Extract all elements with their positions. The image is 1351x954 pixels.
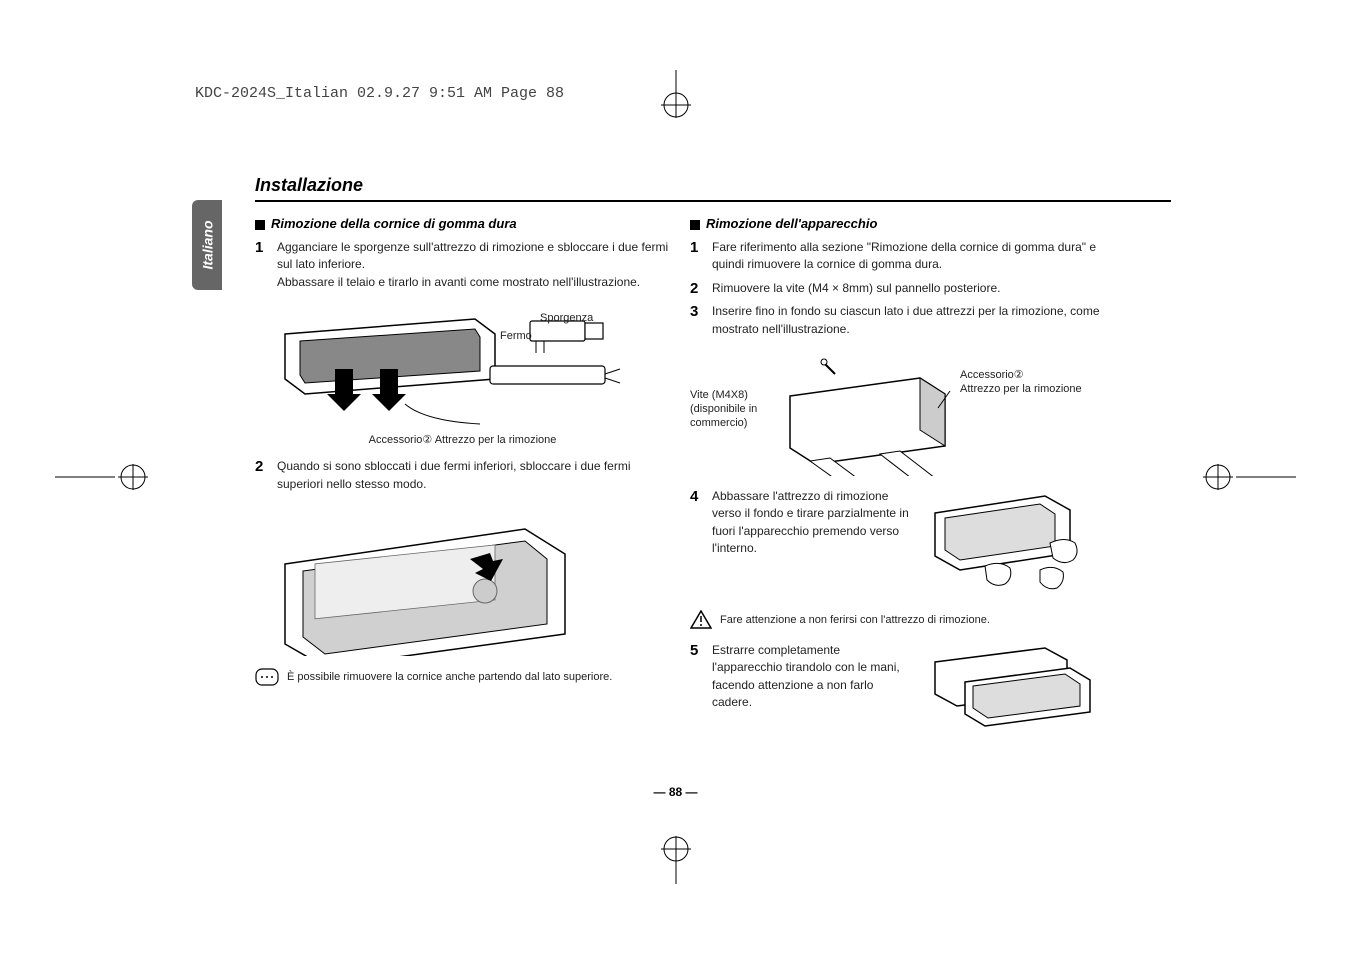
svg-text:Fermo: Fermo: [500, 330, 532, 342]
crop-mark-right: [1196, 452, 1296, 502]
right-step-4: 4 Abbassare l'attrezzo di rimozione vers…: [690, 488, 1105, 598]
accessory-caption: Accessorio② Attrezzo per la rimozione: [255, 433, 670, 446]
warning-text: Fare attenzione a non ferirsi con l'attr…: [720, 614, 990, 626]
crop-mark-left: [55, 452, 155, 502]
right-subsection-title: Rimozione dell'apparecchio: [690, 216, 1105, 231]
page-header: KDC-2024S_Italian 02.9.27 9:51 AM Page 8…: [195, 85, 564, 102]
note-text: È possibile rimuovere la cornice anche p…: [287, 671, 612, 683]
left-column: Rimozione della cornice di gomma dura 1 …: [255, 216, 670, 737]
crop-mark-top: [636, 70, 716, 120]
warning-icon: [690, 610, 712, 630]
right-step-1: 1 Fare riferimento alla sezione "Rimozio…: [690, 239, 1105, 274]
language-tab: Italiano: [192, 200, 222, 290]
section-title: Installazione: [255, 175, 1171, 202]
illustration-frame-removal-2: [255, 501, 670, 656]
svg-text:Vite (M4X8): Vite (M4X8): [690, 389, 748, 401]
right-step-3: 3 Inserire fino in fondo su ciascun lato…: [690, 303, 1105, 338]
columns: Rimozione della cornice di gomma dura 1 …: [255, 216, 1171, 737]
right-step-5: 5 Estrarre completamente l'apparecchio t…: [690, 642, 1105, 737]
note-row: È possibile rimuovere la cornice anche p…: [255, 668, 670, 686]
svg-text:commercio): commercio): [690, 417, 747, 429]
svg-text:(disponibile in: (disponibile in: [690, 403, 757, 415]
svg-text:Sporgenza: Sporgenza: [540, 312, 594, 324]
note-icon: [255, 668, 279, 686]
page-number: — 88 —: [653, 785, 697, 799]
left-step-2: 2 Quando si sono sbloccati i due fermi i…: [255, 458, 670, 493]
crop-mark-bottom: [636, 834, 716, 884]
illustration-unit-removal: Vite (M4X8) (disponibile in commercio) A…: [690, 346, 1105, 476]
left-subsection-title: Rimozione della cornice di gomma dura: [255, 216, 670, 231]
left-step-1: 1 Agganciare le sporgenze sull'attrezzo …: [255, 239, 670, 291]
right-step-2: 2 Rimuovere la vite (M4 × 8mm) sul panne…: [690, 280, 1105, 297]
language-label: Italiano: [199, 220, 215, 269]
right-column: Rimozione dell'apparecchio 1 Fare riferi…: [690, 216, 1105, 737]
illustration-step5: [925, 642, 1105, 737]
illustration-step4: [925, 488, 1105, 598]
content-area: Italiano Installazione Rimozione della c…: [200, 175, 1171, 804]
svg-text:Attrezzo per la rimozione: Attrezzo per la rimozione: [960, 383, 1082, 395]
illustration-frame-removal: Fermo Sporgenza Accessorio② Attrezzo per…: [255, 299, 670, 446]
svg-text:Accessorio②: Accessorio②: [960, 369, 1024, 381]
warning-row: Fare attenzione a non ferirsi con l'attr…: [690, 610, 1105, 630]
